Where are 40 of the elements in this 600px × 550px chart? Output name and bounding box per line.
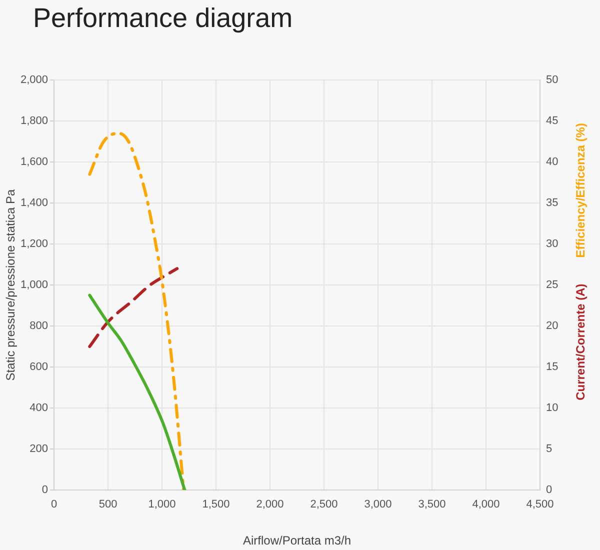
y-tick-label: 0 bbox=[42, 484, 48, 496]
y-tick-label: 600 bbox=[30, 361, 48, 374]
y-tick-label: 1,400 bbox=[20, 197, 48, 210]
y2-tick-label: 10 bbox=[546, 402, 558, 414]
line-series bbox=[88, 132, 186, 490]
y2-tick-label: 40 bbox=[546, 156, 558, 168]
x-tick-label: 4,500 bbox=[526, 498, 554, 511]
y2-tick-label: 0 bbox=[546, 484, 552, 496]
y2-tick-label: 35 bbox=[546, 197, 558, 210]
x-tick-label: 500 bbox=[98, 498, 118, 511]
y-axis-title: Static pressure/pressione statica Pa bbox=[3, 188, 18, 381]
text: Efficiency/Efficenza (%) bbox=[573, 123, 588, 258]
y2-tick-label: 20 bbox=[546, 320, 558, 332]
y-tick-label: 1,000 bbox=[20, 279, 48, 292]
x-tick-label: 4,000 bbox=[472, 498, 500, 511]
x-axis-title: Airflow/Portata m3/h bbox=[242, 533, 352, 548]
x-tick-label: 2,500 bbox=[310, 498, 338, 511]
y2-tick-label: 45 bbox=[546, 115, 558, 128]
y2-tick-label: 30 bbox=[546, 238, 558, 250]
x-tick-label: 3,000 bbox=[364, 498, 392, 511]
y-tick-label: 400 bbox=[30, 402, 48, 414]
y2-tick-label: 5 bbox=[546, 443, 552, 456]
y2-tick-label: 15 bbox=[546, 361, 558, 374]
y-tick-label: 2,000 bbox=[20, 74, 48, 86]
x-tick-label: 3,500 bbox=[418, 498, 446, 511]
x-tick-label: 2,000 bbox=[256, 498, 284, 511]
y-tick-label: 1,600 bbox=[20, 156, 48, 168]
line-series bbox=[88, 294, 186, 490]
y-tick-label: 1,800 bbox=[20, 115, 48, 128]
y2-tick-label: 50 bbox=[546, 74, 558, 86]
y2-tick-label: 25 bbox=[546, 279, 558, 292]
y-tick-label: 200 bbox=[30, 443, 48, 456]
chart-title: Performance diagram bbox=[33, 3, 293, 33]
x-tick-label: 1,500 bbox=[202, 498, 230, 511]
y-tick-label: 800 bbox=[30, 320, 48, 332]
x-tick-label: 0 bbox=[50, 498, 58, 511]
y-tick-label: 1,200 bbox=[20, 238, 48, 250]
x-tick-label: 1,000 bbox=[148, 498, 176, 511]
line-series bbox=[88, 267, 179, 348]
text: Current/Corrente (A) bbox=[573, 284, 588, 400]
